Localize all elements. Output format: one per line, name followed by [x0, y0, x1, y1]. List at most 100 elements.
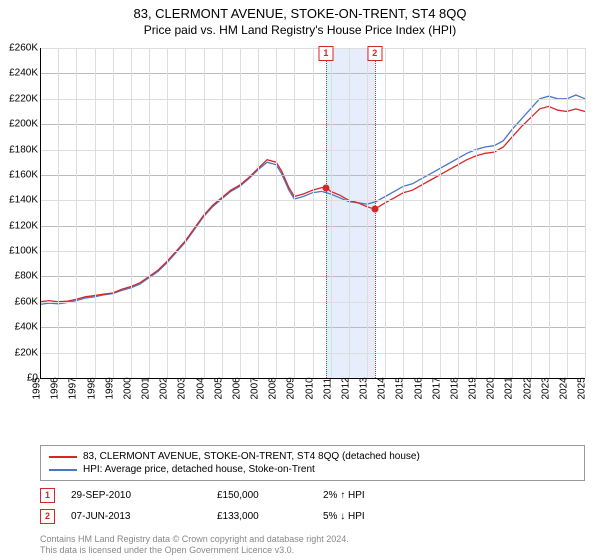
sale-id-box: 1 — [40, 488, 55, 503]
sale-marker-box: 2 — [367, 46, 382, 61]
gridline-vertical — [331, 48, 332, 378]
legend-swatch-hpi — [49, 469, 77, 471]
x-tick-label: 2013 — [359, 377, 370, 399]
x-tick-label: 2003 — [177, 377, 188, 399]
sale-marker-box: 1 — [318, 46, 333, 61]
title-block: 83, CLERMONT AVENUE, STOKE-ON-TRENT, ST4… — [0, 0, 600, 37]
x-tick-label: 2025 — [577, 377, 588, 399]
y-tick-label: £180K — [2, 144, 38, 155]
x-tick-label: 2018 — [449, 377, 460, 399]
sale-date: 29-SEP-2010 — [71, 490, 211, 501]
y-axis — [40, 48, 41, 378]
footer-line-1: Contains HM Land Registry data © Crown c… — [40, 534, 349, 545]
y-tick-label: £100K — [2, 246, 38, 257]
gridline-vertical — [458, 48, 459, 378]
x-tick-label: 1997 — [68, 377, 79, 399]
gridline-vertical — [367, 48, 368, 378]
legend-label-hpi: HPI: Average price, detached house, Stok… — [83, 464, 315, 475]
x-tick-label: 2022 — [522, 377, 533, 399]
gridline-vertical — [149, 48, 150, 378]
x-tick-label: 2012 — [340, 377, 351, 399]
x-tick-label: 2005 — [213, 377, 224, 399]
x-tick-label: 1998 — [86, 377, 97, 399]
sale-marker-dot — [322, 184, 329, 191]
y-tick-label: £120K — [2, 220, 38, 231]
gridline-vertical — [440, 48, 441, 378]
y-tick-label: £200K — [2, 119, 38, 130]
gridline-vertical — [531, 48, 532, 378]
x-tick-label: 2017 — [431, 377, 442, 399]
sale-marker-dot — [371, 206, 378, 213]
y-tick-label: £80K — [2, 271, 38, 282]
sale-price: £133,000 — [217, 511, 317, 522]
x-tick-label: 2011 — [322, 378, 333, 400]
plot-area: 12 — [40, 48, 585, 378]
gridline-vertical — [313, 48, 314, 378]
gridline-vertical — [494, 48, 495, 378]
legend-row-property: 83, CLERMONT AVENUE, STOKE-ON-TRENT, ST4… — [49, 450, 576, 463]
x-tick-label: 2001 — [141, 377, 152, 399]
gridline-vertical — [204, 48, 205, 378]
gridline-vertical — [585, 48, 586, 378]
gridline-vertical — [258, 48, 259, 378]
y-tick-label: £240K — [2, 68, 38, 79]
chart-subtitle: Price paid vs. HM Land Registry's House … — [0, 23, 600, 37]
footer-notice: Contains HM Land Registry data © Crown c… — [40, 534, 349, 557]
sale-date: 07-JUN-2013 — [71, 511, 211, 522]
sale-id-box: 2 — [40, 509, 55, 524]
gridline-vertical — [349, 48, 350, 378]
x-tick-label: 2015 — [395, 377, 406, 399]
gridline-vertical — [167, 48, 168, 378]
x-tick-label: 2016 — [413, 377, 424, 399]
x-tick-label: 2024 — [558, 377, 569, 399]
gridline-vertical — [113, 48, 114, 378]
y-tick-label: £160K — [2, 169, 38, 180]
x-tick-label: 2006 — [231, 377, 242, 399]
x-tick-label: 2023 — [540, 377, 551, 399]
sale-row: 207-JUN-2013£133,0005% ↓ HPI — [40, 506, 585, 527]
x-tick-label: 2021 — [504, 377, 515, 399]
gridline-vertical — [549, 48, 550, 378]
x-tick-label: 2000 — [122, 377, 133, 399]
gridline-vertical — [276, 48, 277, 378]
sale-delta: 2% ↑ HPI — [323, 490, 365, 501]
x-tick-label: 2009 — [286, 377, 297, 399]
legend-label-property: 83, CLERMONT AVENUE, STOKE-ON-TRENT, ST4… — [83, 451, 420, 462]
y-tick-label: £20K — [2, 347, 38, 358]
gridline-vertical — [222, 48, 223, 378]
gridline-vertical — [403, 48, 404, 378]
x-tick-label: 1999 — [104, 377, 115, 399]
x-tick-label: 2014 — [377, 377, 388, 399]
x-tick-label: 1996 — [50, 377, 61, 399]
x-tick-label: 2019 — [468, 377, 479, 399]
gridline-vertical — [422, 48, 423, 378]
x-tick-label: 2002 — [159, 377, 170, 399]
gridline-vertical — [131, 48, 132, 378]
gridline-vertical — [385, 48, 386, 378]
legend-box: 83, CLERMONT AVENUE, STOKE-ON-TRENT, ST4… — [40, 445, 585, 481]
sales-table: 1 29-SEP-2010 £150,000 2% ↑ HPI 2 07-JUN-2013… — [40, 485, 585, 527]
gridline-vertical — [476, 48, 477, 378]
sale-price: £150,000 — [217, 490, 317, 501]
gridline-vertical — [58, 48, 59, 378]
chart-container: 83, CLERMONT AVENUE, STOKE-ON-TRENT, ST4… — [0, 0, 600, 560]
sale-marker-line — [375, 48, 376, 378]
legend-row-hpi: HPI: Average price, detached house, Stok… — [49, 463, 576, 476]
x-tick-label: 2020 — [486, 377, 497, 399]
footer-line-2: This data is licensed under the Open Gov… — [40, 545, 349, 556]
legend-swatch-property — [49, 456, 77, 458]
y-tick-label: £140K — [2, 195, 38, 206]
x-tick-label: 2007 — [250, 377, 261, 399]
legend-footer-block: 83, CLERMONT AVENUE, STOKE-ON-TRENT, ST4… — [40, 445, 585, 527]
y-tick-label: £60K — [2, 296, 38, 307]
x-tick-label: 1995 — [32, 377, 43, 399]
chart-title: 83, CLERMONT AVENUE, STOKE-ON-TRENT, ST4… — [0, 6, 600, 21]
y-tick-label: £260K — [2, 43, 38, 54]
gridline-vertical — [567, 48, 568, 378]
y-tick-label: £40K — [2, 322, 38, 333]
gridline-vertical — [240, 48, 241, 378]
gridline-vertical — [76, 48, 77, 378]
sale-row: 1 29-SEP-2010 £150,000 2% ↑ HPI — [40, 485, 585, 506]
gridline-vertical — [512, 48, 513, 378]
x-tick-label: 2004 — [195, 377, 206, 399]
